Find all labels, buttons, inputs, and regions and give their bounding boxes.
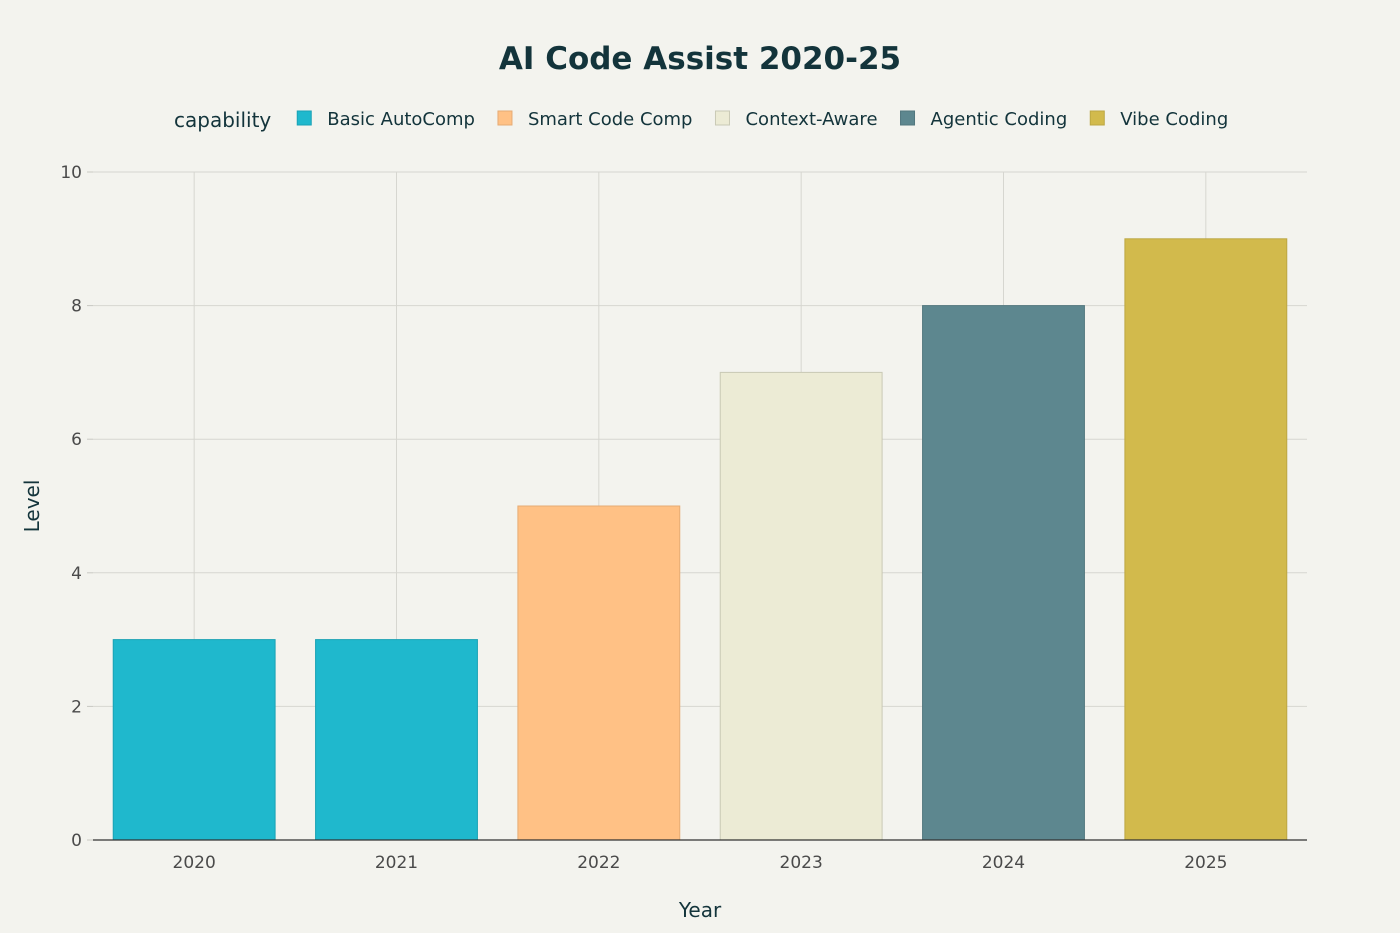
y-tick-label: 10 bbox=[60, 163, 82, 183]
legend-swatch bbox=[296, 110, 312, 126]
legend-item-label: Smart Code Comp bbox=[528, 109, 693, 130]
legend: capability Basic AutoComp Smart Code Comp… bbox=[174, 108, 1228, 132]
y-tick-label: 4 bbox=[71, 564, 82, 584]
bar-2023 bbox=[719, 371, 883, 841]
legend-swatch bbox=[900, 110, 916, 126]
legend-item-label: Context-Aware bbox=[745, 109, 877, 130]
bar-2020 bbox=[112, 639, 276, 841]
legend-item-label: Agentic Coding bbox=[931, 109, 1068, 130]
chart-title: AI Code Assist 2020-25 bbox=[499, 41, 901, 77]
legend-item-label: Vibe Coding bbox=[1120, 109, 1228, 130]
bars bbox=[112, 238, 1288, 841]
bar-2022 bbox=[517, 505, 681, 841]
y-tick-label: 6 bbox=[71, 430, 82, 450]
bar-2025 bbox=[1124, 238, 1288, 841]
x-axis-ticks: 2020 2021 2022 2023 2024 2025 bbox=[173, 853, 1228, 873]
bar-2024 bbox=[922, 305, 1085, 841]
legend-item-label: Basic AutoComp bbox=[327, 109, 475, 130]
x-tick-label: 2025 bbox=[1184, 853, 1227, 873]
legend-swatch bbox=[1089, 110, 1105, 126]
y-axis-ticks: 0 2 4 6 8 10 bbox=[60, 163, 93, 851]
legend-title: capability bbox=[174, 108, 271, 132]
legend-swatch bbox=[497, 110, 513, 126]
x-tick-label: 2022 bbox=[577, 853, 620, 873]
y-tick-label: 2 bbox=[71, 697, 82, 717]
x-tick-label: 2024 bbox=[982, 853, 1025, 873]
y-tick-label: 8 bbox=[71, 297, 82, 317]
y-axis-title: Level bbox=[20, 480, 44, 533]
x-tick-label: 2020 bbox=[173, 853, 216, 873]
bar-2021 bbox=[315, 639, 478, 841]
legend-swatch bbox=[714, 110, 730, 126]
x-tick-label: 2023 bbox=[780, 853, 823, 873]
x-tick-label: 2021 bbox=[375, 853, 418, 873]
x-axis-title: Year bbox=[678, 898, 722, 922]
y-tick-label: 0 bbox=[71, 831, 82, 851]
